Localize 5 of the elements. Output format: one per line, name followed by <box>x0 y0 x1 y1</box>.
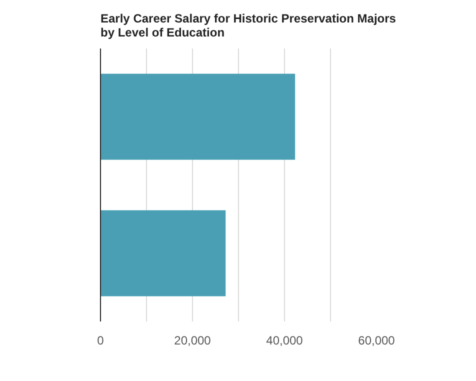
x-tick-label: 0 <box>97 334 104 348</box>
x-tick-label: 20,000 <box>174 334 212 348</box>
x-tick-label: 40,000 <box>266 334 304 348</box>
x-tick-label: 60,000 <box>358 334 396 348</box>
chart-title: Early Career Salary for Historic Preservation Majors by Level of Education <box>100 12 396 40</box>
